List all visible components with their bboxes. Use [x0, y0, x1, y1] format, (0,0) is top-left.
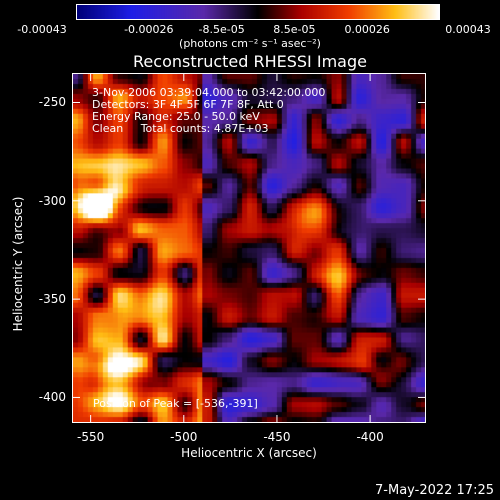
colorbar-tick-label: 0.00043	[445, 23, 491, 36]
y-tick-label: -250	[38, 95, 66, 110]
plot-title: Reconstructed RHESSI Image	[133, 52, 367, 71]
x-tick-label: -550	[77, 430, 105, 444]
footer-date: 7-May-2022 17:25	[375, 483, 494, 498]
y-axis-title: Heliocentric Y (arcsec)	[11, 196, 25, 332]
colorbar-tick-label: 8.5e-05	[273, 23, 316, 36]
x-tick-label: -500	[170, 430, 198, 444]
colorbar-unit-label: (photons cm⁻² s⁻¹ asec⁻²)	[179, 37, 321, 50]
peak-position-label: Position of Peak = [-536,-391]	[93, 397, 258, 410]
info-time-range: 3-Nov-2006 03:39:04.000 to 03:42:00.000	[92, 86, 326, 99]
x-tick-label: -400	[356, 430, 384, 444]
info-energy-range: Energy Range: 25.0 - 50.0 keV	[92, 110, 260, 123]
colorbar	[76, 4, 440, 20]
y-tick-label: -300	[38, 193, 66, 208]
heatmap-image	[73, 74, 425, 422]
colorbar-tick-label: -0.00026	[124, 23, 174, 36]
colorbar-tick-label: 0.00026	[344, 23, 390, 36]
info-detectors: Detectors: 3F 4F 5F 6F 7F 8F, Att 0	[92, 98, 284, 111]
x-tick-label: -450	[263, 430, 291, 444]
x-axis-title: Heliocentric X (arcsec)	[181, 446, 317, 460]
y-tick-label: -350	[38, 292, 66, 307]
colorbar-tick-label: -8.5e-05	[198, 23, 245, 36]
colorbar-tick-label: -0.00043	[17, 23, 67, 36]
info-total-counts: Clean Total counts: 4.87E+03	[92, 122, 269, 135]
y-tick-label: -400	[38, 390, 66, 405]
plot-area	[72, 73, 426, 423]
colorbar-gradient	[77, 5, 439, 19]
